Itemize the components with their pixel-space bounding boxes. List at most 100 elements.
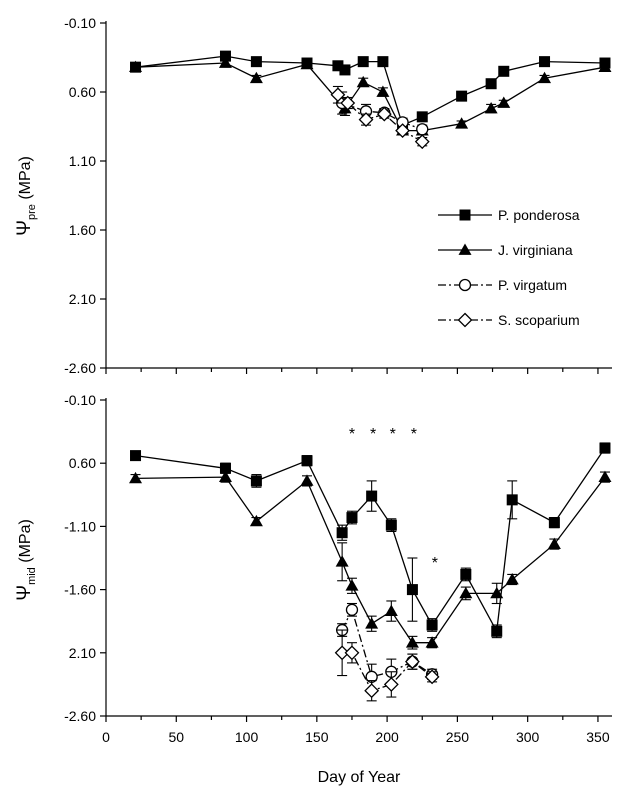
data-point — [383, 676, 399, 692]
data-point — [505, 572, 519, 585]
data-point — [345, 579, 359, 591]
data-point — [490, 586, 504, 599]
significance-asterisk: * — [390, 426, 396, 443]
data-point — [506, 494, 518, 506]
x-tick-label: 0 — [102, 729, 110, 745]
y-axis-label: Ψpre (MPa) — [14, 156, 38, 236]
data-point — [539, 56, 551, 68]
data-point — [460, 568, 472, 580]
data-point — [456, 90, 468, 102]
y-tick-label: -2.60 — [64, 360, 96, 376]
data-point — [547, 537, 561, 549]
data-point — [376, 106, 392, 122]
legend-label: J. virginiana — [498, 242, 573, 258]
x-axis-label: Day of Year — [318, 769, 401, 786]
data-point — [358, 112, 374, 128]
legend-marker — [457, 312, 473, 328]
data-point — [405, 636, 419, 648]
data-point — [219, 50, 231, 62]
data-point — [414, 134, 430, 150]
panel-pre-dawn: -0.10 0.60 1.10 1.60 2.10 -2.60 Ψpre (MPa) P. p… — [14, 15, 612, 376]
data-point — [459, 586, 473, 599]
significance-asterisk: * — [432, 555, 438, 572]
x-tick-label: 350 — [586, 729, 610, 745]
data-point — [130, 450, 142, 462]
y-tick-label: 1.60 — [69, 222, 96, 238]
y-tick-label: -2.60 — [64, 708, 96, 724]
data-point — [356, 75, 370, 88]
data-point — [335, 555, 349, 567]
y-axis-label-unit: (MPa) — [17, 156, 34, 204]
x-tick-label: 200 — [375, 729, 399, 745]
data-point — [301, 455, 313, 467]
legend-label: S. scoparium — [498, 312, 580, 328]
data-point — [365, 617, 379, 629]
data-point — [598, 470, 612, 482]
data-point — [425, 636, 439, 648]
data-point — [346, 512, 358, 524]
panel-midday: -0.10 0.60 -1.10 -1.60 2.10 -2.60 0 50 100 150 200… — [14, 392, 612, 786]
y-tick-label: -1.10 — [64, 518, 96, 534]
data-point — [424, 669, 440, 685]
x-tick-label: 50 — [168, 729, 184, 745]
data-point — [376, 85, 390, 97]
legend-marker — [458, 278, 472, 292]
data-point — [364, 683, 380, 699]
x-tick-label: 150 — [305, 729, 329, 745]
data-point — [357, 56, 369, 68]
x-tick-label: 250 — [446, 729, 470, 745]
data-point — [385, 519, 397, 531]
y-axis-label-symbol: Ψ — [14, 220, 35, 236]
x-tick-label: 300 — [516, 729, 540, 745]
y-tick-label: 0.60 — [69, 84, 96, 100]
y-tick-label: 1.10 — [69, 153, 96, 169]
data-point — [340, 95, 356, 111]
data-point — [129, 60, 143, 73]
data-point — [426, 619, 438, 631]
data-point — [336, 527, 348, 539]
data-point — [406, 584, 418, 596]
data-point — [416, 111, 428, 123]
data-point — [497, 96, 511, 108]
y-axis-label: Ψmid (MPa) — [14, 519, 38, 601]
significance-asterisk: * — [370, 426, 376, 443]
y-tick-label: 2.10 — [69, 645, 96, 661]
data-point — [218, 56, 232, 68]
y-axis-label-subscript: mid — [26, 567, 38, 585]
data-point — [249, 514, 263, 527]
data-point — [332, 60, 344, 72]
legend-label: P. virgatum — [498, 277, 567, 293]
data-point — [344, 645, 360, 661]
legend-marker — [459, 209, 471, 221]
y-axis-label-unit: (MPa) — [17, 519, 34, 567]
y-tick-label: -1.60 — [64, 582, 96, 598]
data-point — [339, 64, 351, 76]
data-point — [598, 60, 612, 73]
data-point — [395, 123, 410, 139]
data-point — [416, 123, 429, 136]
data-point — [300, 474, 314, 486]
data-point — [538, 71, 552, 84]
y-tick-label: -0.10 — [64, 392, 96, 408]
significance-asterisk: * — [411, 426, 417, 443]
series-line-p--ponderosa — [135, 447, 606, 634]
data-point — [455, 117, 469, 129]
y-tick-label: -0.10 — [64, 15, 96, 31]
data-point — [129, 471, 143, 484]
data-point — [548, 517, 560, 529]
legend-label: P. ponderosa — [498, 207, 580, 223]
data-point — [498, 65, 510, 77]
data-point — [300, 57, 314, 70]
data-point — [484, 102, 498, 114]
data-point — [377, 56, 389, 68]
data-point — [599, 442, 611, 454]
y-tick-label: 2.10 — [69, 291, 96, 307]
data-point — [404, 654, 420, 670]
data-point — [485, 78, 497, 90]
y-axis-label-subscript: pre — [26, 204, 38, 220]
y-axis-label-symbol: Ψ — [14, 585, 35, 601]
series-line-j--virginiana — [135, 476, 606, 644]
data-point — [491, 625, 503, 637]
data-point — [366, 490, 378, 502]
